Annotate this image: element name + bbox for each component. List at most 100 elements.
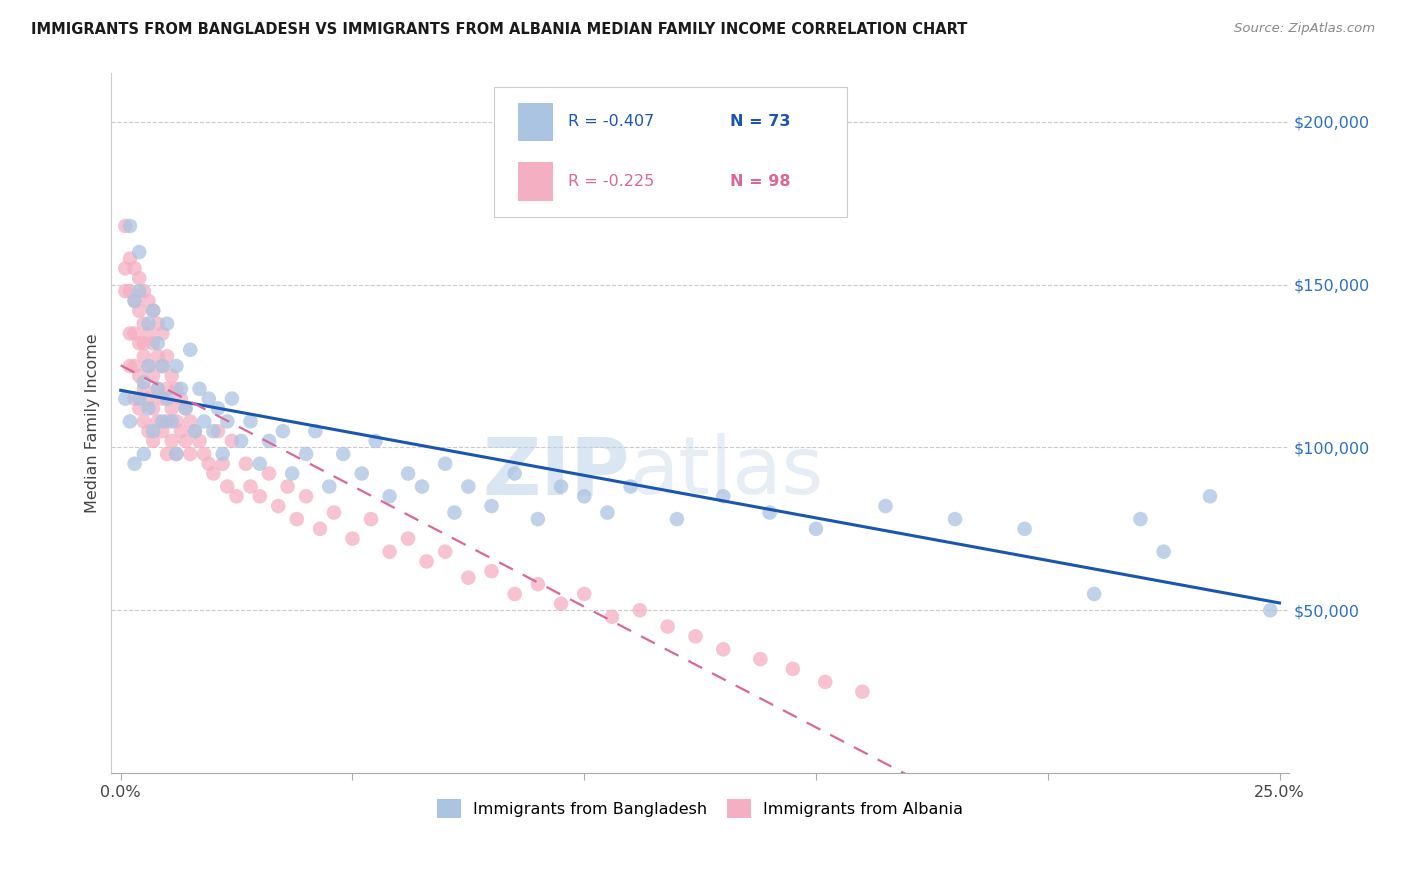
Point: [211, 447, 233, 461]
Point: [174, 401, 197, 416]
Point: [152, 359, 174, 373]
Point: [124, 392, 146, 406]
Point: [257, 434, 280, 448]
Point: [152, 424, 174, 438]
Point: [415, 554, 437, 568]
Point: [1129, 512, 1152, 526]
Point: [132, 349, 155, 363]
Point: [128, 245, 150, 260]
Point: [146, 382, 169, 396]
Point: [457, 479, 479, 493]
Point: [197, 392, 219, 406]
Point: [118, 252, 141, 266]
Point: [170, 382, 193, 396]
Point: [132, 317, 155, 331]
Point: [1258, 603, 1281, 617]
Point: [281, 467, 304, 481]
Point: [128, 336, 150, 351]
Point: [179, 414, 201, 428]
Point: [202, 467, 225, 481]
Point: [132, 382, 155, 396]
Point: [128, 271, 150, 285]
Bar: [517, 162, 553, 201]
Point: [851, 684, 873, 698]
Point: [165, 447, 187, 461]
Point: [132, 447, 155, 461]
Point: [875, 499, 897, 513]
Point: [165, 447, 187, 461]
Text: atlas: atlas: [630, 433, 824, 511]
Point: [124, 293, 146, 308]
Text: IMMIGRANTS FROM BANGLADESH VS IMMIGRANTS FROM ALBANIA MEDIAN FAMILY INCOME CORRE: IMMIGRANTS FROM BANGLADESH VS IMMIGRANTS…: [31, 22, 967, 37]
Point: [503, 467, 526, 481]
Point: [152, 326, 174, 341]
Point: [132, 336, 155, 351]
Point: [364, 434, 387, 448]
Point: [118, 326, 141, 341]
Point: [146, 382, 169, 396]
Point: [207, 424, 229, 438]
Point: [156, 414, 179, 428]
Point: [628, 603, 651, 617]
Point: [360, 512, 382, 526]
Point: [711, 489, 734, 503]
Point: [188, 382, 211, 396]
Point: [443, 506, 465, 520]
Point: [128, 401, 150, 416]
Point: [170, 392, 193, 406]
Point: [138, 359, 160, 373]
Point: [138, 293, 160, 308]
Point: [249, 489, 271, 503]
Point: [142, 401, 165, 416]
Point: [142, 303, 165, 318]
Point: [207, 401, 229, 416]
Point: [160, 368, 183, 383]
Point: [600, 609, 623, 624]
Point: [146, 349, 169, 363]
Point: [160, 434, 183, 448]
Point: [814, 674, 837, 689]
Point: [550, 597, 572, 611]
Point: [396, 532, 419, 546]
Point: [118, 414, 141, 428]
Point: [128, 284, 150, 298]
Point: [152, 392, 174, 406]
Point: [156, 382, 179, 396]
Point: [295, 447, 318, 461]
Point: [481, 564, 503, 578]
Point: [239, 479, 262, 493]
Point: [138, 359, 160, 373]
Point: [132, 284, 155, 298]
Point: [749, 652, 772, 666]
Point: [217, 479, 239, 493]
Point: [574, 587, 596, 601]
Point: [174, 401, 197, 416]
Point: [304, 424, 326, 438]
Point: [574, 489, 596, 503]
Point: [378, 544, 401, 558]
Point: [156, 392, 179, 406]
Point: [152, 414, 174, 428]
Point: [165, 414, 187, 428]
Point: [118, 359, 141, 373]
Point: [114, 219, 136, 233]
Point: [457, 571, 479, 585]
Point: [342, 532, 364, 546]
Point: [267, 499, 290, 513]
Point: [332, 447, 354, 461]
Point: [124, 359, 146, 373]
Point: [124, 293, 146, 308]
Point: [138, 424, 160, 438]
Point: [197, 457, 219, 471]
Point: [527, 577, 550, 591]
Point: [221, 392, 243, 406]
Point: [411, 479, 433, 493]
Point: [239, 414, 262, 428]
Legend: Immigrants from Bangladesh, Immigrants from Albania: Immigrants from Bangladesh, Immigrants f…: [430, 792, 970, 824]
Point: [350, 467, 373, 481]
Point: [114, 284, 136, 298]
Text: Source: ZipAtlas.com: Source: ZipAtlas.com: [1234, 22, 1375, 36]
Point: [179, 447, 201, 461]
Point: [1199, 489, 1222, 503]
Point: [160, 401, 183, 416]
